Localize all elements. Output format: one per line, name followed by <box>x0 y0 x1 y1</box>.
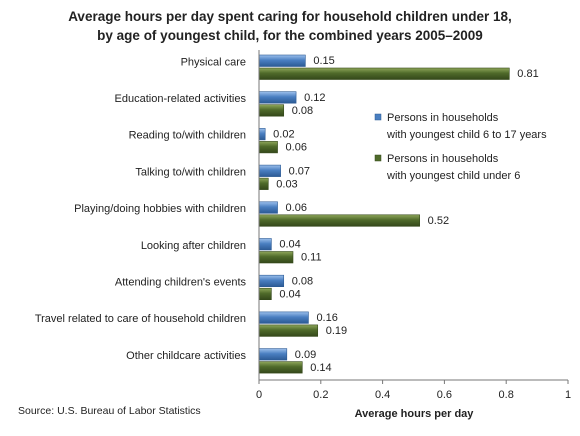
bar <box>258 177 269 190</box>
data-label: 0.06 <box>286 202 307 214</box>
category-label: Playing/doing hobbies with children <box>74 203 246 215</box>
x-tick-label: 1 <box>565 389 571 401</box>
category-label: Other childcare activities <box>126 350 246 362</box>
x-tick-label: 0.6 <box>437 389 452 401</box>
data-label: 0.09 <box>295 349 316 361</box>
bar <box>258 214 420 227</box>
bar <box>258 201 278 214</box>
source-note: Source: U.S. Bureau of Labor Statistics <box>18 405 201 417</box>
bar <box>258 287 272 301</box>
x-tick-label: 0.8 <box>499 389 514 401</box>
bar <box>258 67 510 80</box>
category-label: Reading to/with children <box>129 130 246 142</box>
x-axis-title: Average hours per day <box>355 408 475 420</box>
data-label: 0.07 <box>289 165 310 177</box>
legend-swatch <box>374 113 382 121</box>
data-label: 0.04 <box>279 288 300 300</box>
legend-label: Persons in households <box>387 112 499 124</box>
data-label: 0.14 <box>310 362 331 374</box>
data-label: 0.12 <box>304 92 325 104</box>
category-label: Physical care <box>181 56 246 68</box>
data-label: 0.16 <box>316 312 337 324</box>
legend: Persons in households with youngest child… <box>374 112 547 182</box>
bar <box>258 251 294 264</box>
legend-label: Persons in households <box>387 153 499 165</box>
chart-title: Average hours per day spent caring for h… <box>68 9 512 43</box>
data-label: 0.81 <box>517 68 538 80</box>
category-label: Attending children's events <box>115 276 247 288</box>
data-label: 0.08 <box>292 275 313 287</box>
category-label: Education-related activities <box>115 93 247 105</box>
data-label: 0.52 <box>428 215 449 227</box>
chart-title-line: Average hours per day spent caring for h… <box>68 9 512 24</box>
data-label: 0.03 <box>276 178 297 190</box>
data-label: 0.08 <box>292 105 313 117</box>
legend-label: with youngest child under 6 <box>386 170 520 182</box>
bar <box>258 238 272 251</box>
category-label: Travel related to care of household chil… <box>35 313 246 325</box>
data-label: 0.19 <box>326 325 347 337</box>
data-label: 0.15 <box>313 55 334 67</box>
data-label: 0.06 <box>286 142 307 154</box>
data-label: 0.04 <box>279 239 300 251</box>
bar <box>258 324 319 337</box>
bar <box>258 141 278 154</box>
x-tick-label: 0 <box>256 389 262 401</box>
data-label: 0.02 <box>273 129 294 141</box>
bar <box>258 164 281 177</box>
category-label: Talking to/with children <box>135 166 246 178</box>
x-tick-label: 0.2 <box>313 389 328 401</box>
bar <box>258 91 297 104</box>
source-text: Source: U.S. Bureau of Labor Statistics <box>18 405 201 417</box>
bar <box>258 311 309 324</box>
x-tick-label: 0.4 <box>375 389 390 401</box>
bar <box>258 361 303 374</box>
category-label: Looking after children <box>141 240 246 252</box>
bar <box>258 104 285 117</box>
chart-title-line: by age of youngest child, for the combin… <box>97 28 483 43</box>
legend-label: with youngest child 6 to 17 years <box>386 129 547 141</box>
data-label: 0.11 <box>301 252 322 264</box>
bar <box>258 274 285 288</box>
bar <box>258 54 306 67</box>
legend-swatch <box>374 154 382 162</box>
bars: Physical care 0.15 0.81 Education-related a… <box>35 54 539 374</box>
bar <box>258 348 288 361</box>
bar <box>258 128 266 141</box>
